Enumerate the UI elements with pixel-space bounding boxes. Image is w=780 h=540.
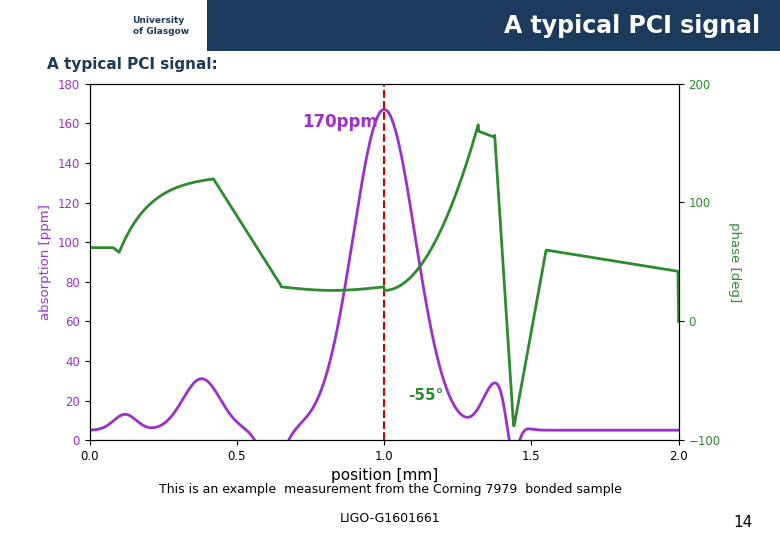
Text: 170ppm: 170ppm <box>302 113 378 131</box>
Text: -55°: -55° <box>408 388 443 403</box>
Text: This is an example  measurement from the Corning 7979  bonded sample: This is an example measurement from the … <box>158 483 622 496</box>
Text: A typical PCI signal: A typical PCI signal <box>505 14 760 38</box>
Text: LIGO-G1601661: LIGO-G1601661 <box>339 512 441 525</box>
Text: University
of Glasgow: University of Glasgow <box>133 16 189 36</box>
Text: A typical PCI signal:: A typical PCI signal: <box>47 57 218 72</box>
X-axis label: position [mm]: position [mm] <box>331 468 438 483</box>
Text: 14: 14 <box>733 515 753 530</box>
Y-axis label: phase [deg]: phase [deg] <box>729 222 741 302</box>
Y-axis label: absorption [ppm]: absorption [ppm] <box>39 204 52 320</box>
